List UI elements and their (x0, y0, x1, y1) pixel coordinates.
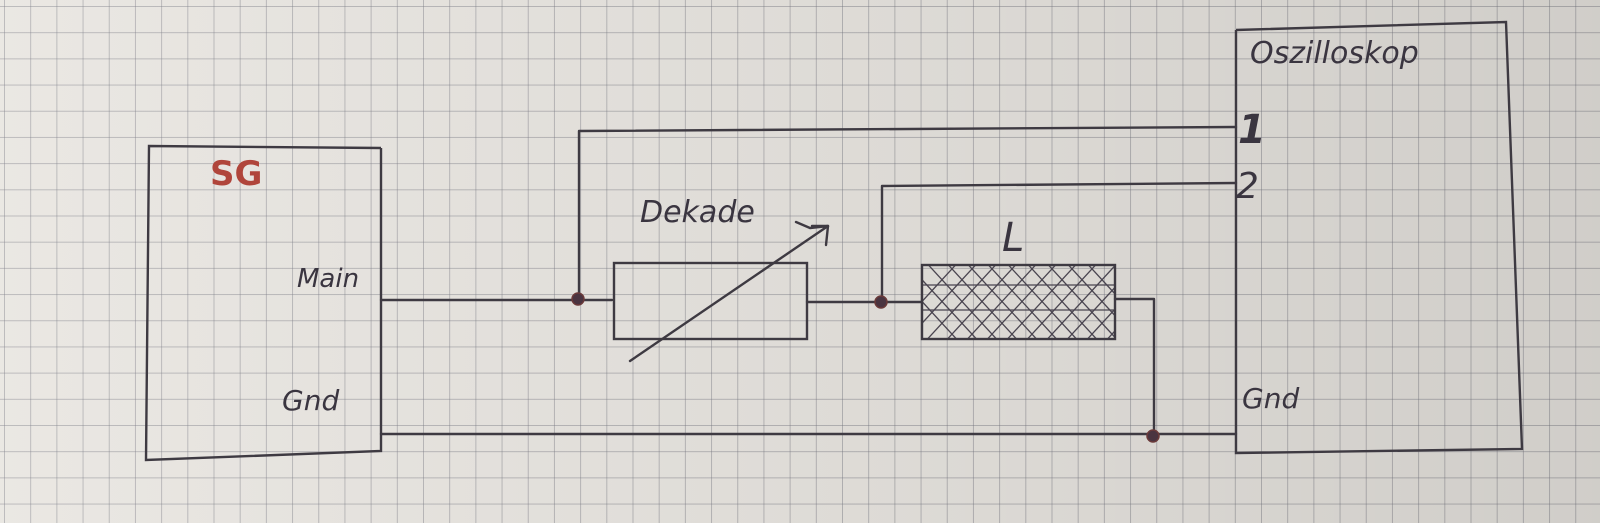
inductor: L (920, 215, 1117, 341)
wire-to-channel-1 (577, 125, 1238, 298)
decade-label: Dekade (640, 195, 755, 230)
decade-arrow-head (810, 224, 830, 247)
oscilloscope-channel-2-label: 2 (1236, 166, 1259, 207)
junctions (571, 292, 1160, 443)
inductor-body (920, 263, 1117, 341)
signal-generator-main-label: Main (297, 264, 359, 294)
signal-generator-title: SG (210, 154, 262, 194)
decade-resistor-body (612, 261, 809, 341)
signal-generator-box (144, 144, 383, 462)
inductor-label: L (1002, 215, 1024, 261)
junction-dot-channel-1 (571, 292, 585, 306)
inductor-hatch (922, 265, 1115, 339)
oscilloscope-box (1234, 20, 1524, 455)
oscilloscope-gnd-label: Gnd (1242, 382, 1299, 415)
junction-dot-ground (1146, 429, 1160, 443)
signal-generator: SG Main Gnd (144, 144, 383, 462)
decade-resistor: Dekade (612, 195, 830, 363)
signal-generator-gnd-label: Gnd (282, 384, 339, 417)
wires (379, 125, 1238, 436)
oscilloscope-title: Oszilloskop (1250, 36, 1419, 71)
oscilloscope: Oszilloskop 1 2 Gnd (1234, 20, 1524, 455)
oscilloscope-channel-1-label: 1 (1238, 107, 1266, 153)
wire-inductor-to-ground (1113, 297, 1156, 436)
junction-dot-channel-2 (874, 295, 888, 309)
wire-to-channel-2 (880, 181, 1238, 302)
